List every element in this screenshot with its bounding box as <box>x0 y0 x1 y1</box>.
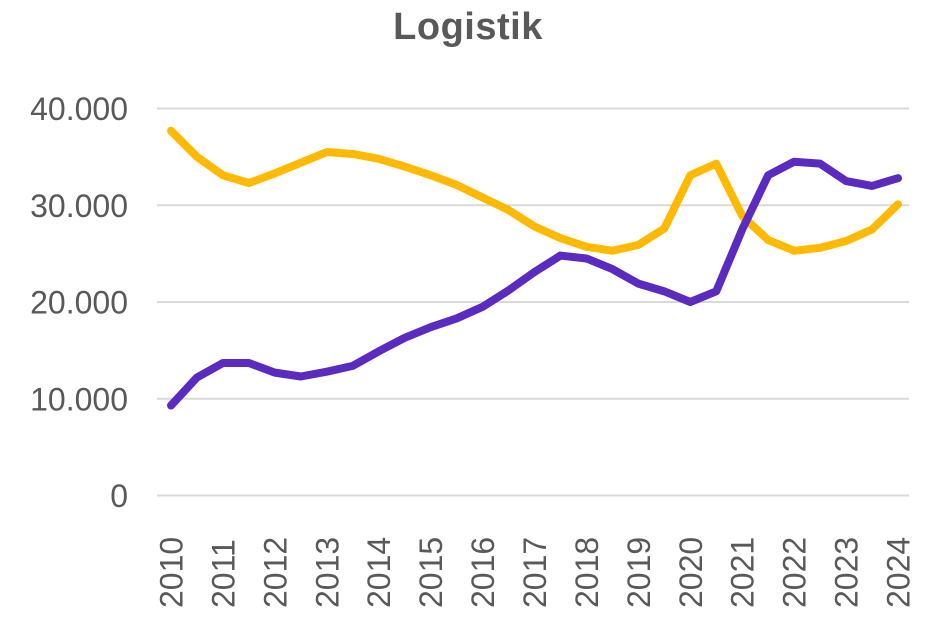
series-violet-line <box>167 157 902 410</box>
x-axis-tick-label: 2019 <box>621 537 657 608</box>
x-axis-tick-label: 2021 <box>725 537 761 608</box>
x-axis-tick-label: 2020 <box>673 537 709 608</box>
x-axis-tick-label: 2015 <box>413 537 449 608</box>
x-axis-tick-label: 2017 <box>517 537 553 608</box>
x-axis-tick-label: 2016 <box>465 537 501 608</box>
y-axis-tick-label: 20.000 <box>30 285 128 321</box>
x-axis-tick-label: 2023 <box>829 537 865 608</box>
x-axis-tick-label: 2012 <box>257 537 293 608</box>
x-axis-tick-label: 2014 <box>361 537 397 608</box>
y-axis-tick-label: 10.000 <box>30 381 128 417</box>
x-axis-tick-label: 2013 <box>309 537 345 608</box>
y-axis-tick-label: 30.000 <box>30 188 128 224</box>
x-axis-tick-label: 2022 <box>777 537 813 608</box>
x-axis-tick-label: 2018 <box>569 537 605 608</box>
y-axis-tick-label: 40.000 <box>30 91 128 127</box>
x-axis-tick-label: 2010 <box>154 537 190 608</box>
x-axis-tick-label: 2024 <box>881 537 917 608</box>
x-axis-tick-label: 2011 <box>205 539 241 608</box>
y-axis-tick-label: 0 <box>110 478 128 514</box>
chart-title: Logistik <box>393 6 543 48</box>
series-gold-line <box>167 126 902 255</box>
